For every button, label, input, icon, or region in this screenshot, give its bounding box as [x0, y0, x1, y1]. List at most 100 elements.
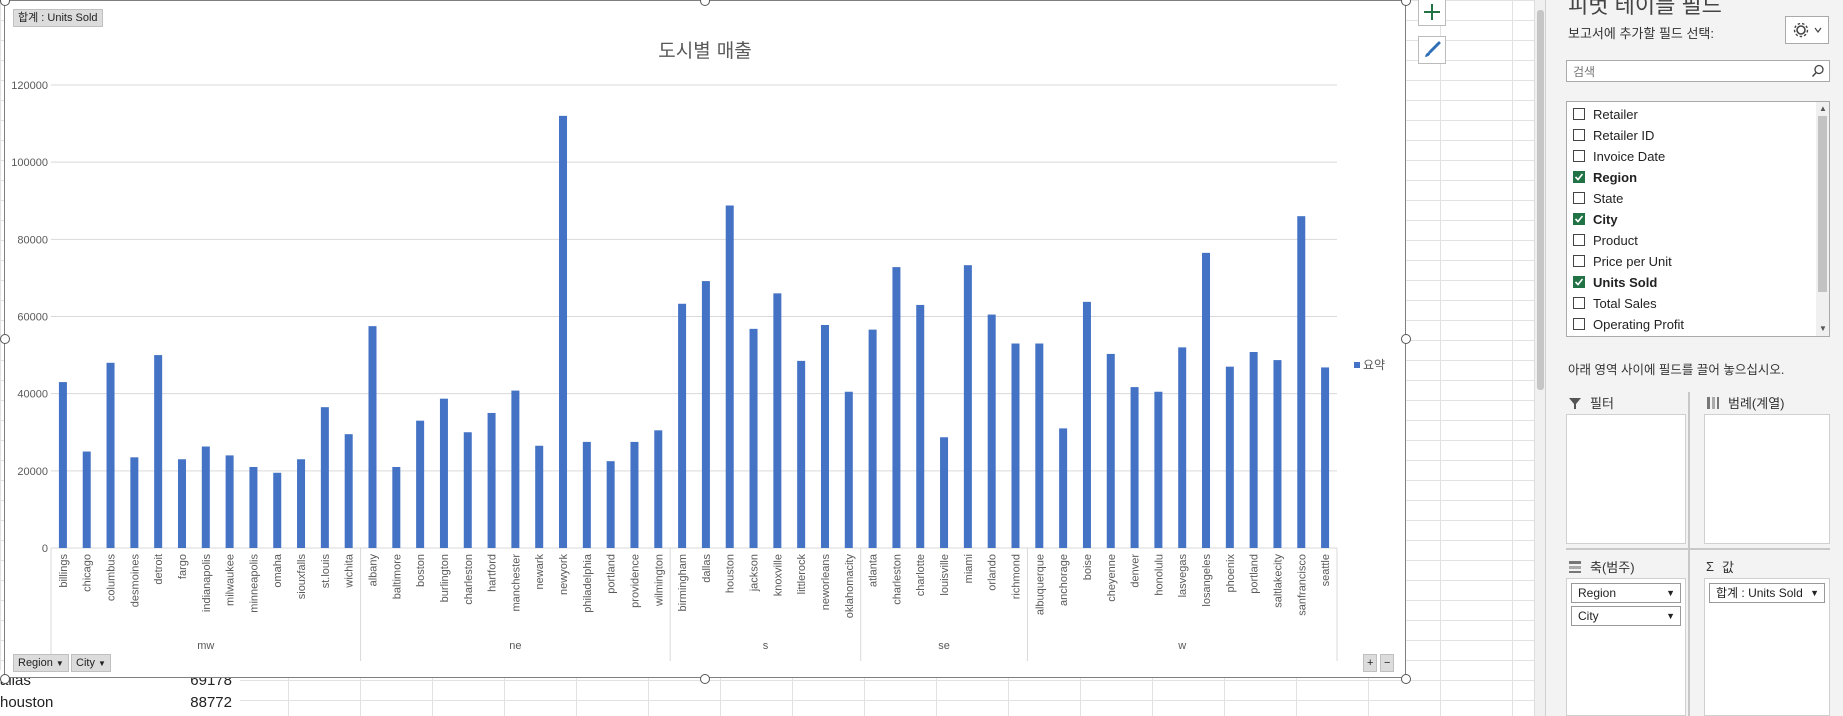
x-tick-label: albany	[368, 554, 380, 587]
axis-drop-zone[interactable]: Region ▼ City ▼	[1566, 578, 1686, 716]
legend-drop-zone[interactable]	[1704, 414, 1830, 544]
field-item[interactable]: Operating Profit	[1573, 315, 1684, 333]
chart-styles-button[interactable]	[1418, 36, 1446, 64]
x-tick-label: phoenix	[1225, 554, 1237, 593]
checkmark-icon	[1574, 173, 1584, 181]
panel-title: 피벗 테이블 필드	[1568, 0, 1722, 18]
group-label: ne	[509, 640, 521, 652]
field-checkbox[interactable]	[1573, 297, 1585, 309]
resize-handle[interactable]	[1401, 0, 1411, 6]
city-button-label: City	[76, 657, 95, 669]
scroll-thumb[interactable]	[1537, 10, 1544, 390]
expand-field-button[interactable]: +	[1363, 654, 1378, 672]
x-tick-label: honolulu	[1153, 554, 1165, 596]
x-tick-label: oklahomacity	[844, 554, 856, 619]
dropdown-arrow-icon: ▼	[55, 659, 64, 668]
sheet-row[interactable]: houston 88772	[0, 692, 240, 714]
values-drop-zone[interactable]: 합계 : Units Sold ▼	[1704, 578, 1830, 716]
x-tick-label: boston	[415, 554, 427, 587]
x-tick-label: losangeles	[1201, 554, 1213, 607]
x-tick-label: portland	[1249, 554, 1261, 594]
bar	[82, 451, 91, 548]
pivot-chart[interactable]: 도시별 매출 0 20000 40000 60000 80000 100000 120000 b…	[4, 0, 1406, 678]
field-item[interactable]: Units Sold	[1573, 273, 1657, 291]
bar	[392, 466, 401, 548]
tools-button[interactable]	[1785, 16, 1829, 44]
zone-divider[interactable]	[1566, 548, 1830, 550]
field-item[interactable]: Price per Unit	[1573, 252, 1672, 270]
field-checkbox[interactable]	[1573, 192, 1585, 204]
chart-canvas: 도시별 매출 0 20000 40000 60000 80000 100000 120000 b…	[11, 40, 1385, 661]
field-checkbox[interactable]	[1573, 276, 1585, 288]
resize-handle[interactable]	[700, 674, 710, 684]
x-tick-label: baltimore	[391, 554, 403, 599]
group-label: w	[1177, 640, 1186, 652]
field-checkbox[interactable]	[1573, 234, 1585, 246]
field-item[interactable]: Retailer ID	[1573, 126, 1654, 144]
field-checkbox[interactable]	[1573, 129, 1585, 141]
field-list-scrollbar[interactable]: ▲ ▼	[1816, 102, 1829, 336]
field-item[interactable]: Sales Method	[1573, 336, 1673, 337]
bar	[582, 441, 591, 548]
field-search-input[interactable]	[1571, 62, 1805, 82]
y-tick-label: 100000	[11, 157, 48, 169]
field-scroll-thumb[interactable]	[1818, 116, 1827, 292]
field-checkbox[interactable]	[1573, 255, 1585, 267]
resize-handle[interactable]	[1401, 334, 1411, 344]
field-item[interactable]: Invoice Date	[1573, 147, 1665, 165]
bar	[654, 430, 663, 548]
chevron-down-icon[interactable]: ▼	[1666, 611, 1675, 621]
bar	[1059, 428, 1068, 548]
x-tick-label: fargo	[177, 554, 189, 579]
x-tick-label: saltlakecity	[1272, 554, 1284, 608]
resize-handle[interactable]	[0, 0, 10, 6]
resize-handle[interactable]	[700, 0, 710, 6]
resize-handle[interactable]	[0, 334, 10, 344]
scroll-down-icon[interactable]: ▼	[1819, 324, 1827, 333]
scroll-up-icon[interactable]: ▲	[1819, 104, 1827, 113]
x-tick-label: wilmington	[653, 554, 665, 607]
field-search-box[interactable]	[1566, 60, 1830, 82]
zone-divider[interactable]	[1688, 392, 1690, 716]
x-tick-label: chicago	[82, 554, 94, 592]
axis-field-chip[interactable]: Region ▼	[1571, 583, 1681, 603]
field-checkbox[interactable]	[1573, 108, 1585, 120]
field-item[interactable]: City	[1573, 210, 1618, 228]
field-item[interactable]: Product	[1573, 231, 1638, 249]
bar	[368, 326, 377, 548]
bar	[177, 459, 186, 548]
chevron-down-icon[interactable]: ▼	[1810, 588, 1819, 598]
field-item[interactable]: Region	[1573, 168, 1637, 186]
group-label: s	[763, 640, 769, 652]
chevron-down-icon[interactable]: ▼	[1666, 588, 1675, 598]
field-checkbox[interactable]	[1573, 318, 1585, 330]
chart-elements-button[interactable]	[1418, 0, 1446, 26]
city-filter-button[interactable]: City ▼	[71, 654, 111, 672]
field-checkbox[interactable]	[1573, 213, 1585, 225]
values-field-chip[interactable]: 합계 : Units Sold ▼	[1709, 583, 1825, 603]
field-checkbox[interactable]	[1573, 150, 1585, 162]
axis-field-label: Region	[1578, 586, 1617, 600]
sheet-city-cell[interactable]: houston	[0, 694, 54, 711]
region-filter-button[interactable]: Region ▼	[13, 654, 69, 672]
sheet-vertical-scrollbar[interactable]	[1534, 0, 1546, 716]
resize-handle[interactable]	[1401, 674, 1411, 684]
bar	[559, 115, 568, 548]
axis-field-chip[interactable]: City ▼	[1571, 606, 1681, 626]
field-checkbox[interactable]	[1573, 171, 1585, 183]
resize-handle[interactable]	[0, 674, 10, 684]
collapse-field-button[interactable]: −	[1380, 654, 1395, 672]
field-item[interactable]: Total Sales	[1573, 294, 1657, 312]
filter-drop-zone[interactable]	[1566, 414, 1686, 544]
bar	[606, 461, 615, 548]
value-field-button[interactable]: 합계 : Units Sold	[13, 9, 103, 27]
sheet-value-cell[interactable]: 88772	[190, 694, 232, 711]
axis-zone-title: 축(범주)	[1568, 557, 1635, 576]
chart-title: 도시별 매출	[658, 40, 751, 62]
field-item[interactable]: State	[1573, 189, 1623, 207]
field-item[interactable]: Retailer	[1573, 105, 1638, 123]
x-tick-label: newyork	[558, 554, 570, 595]
bar	[297, 459, 306, 548]
bar	[511, 390, 520, 548]
y-tick-label: 0	[42, 543, 48, 555]
